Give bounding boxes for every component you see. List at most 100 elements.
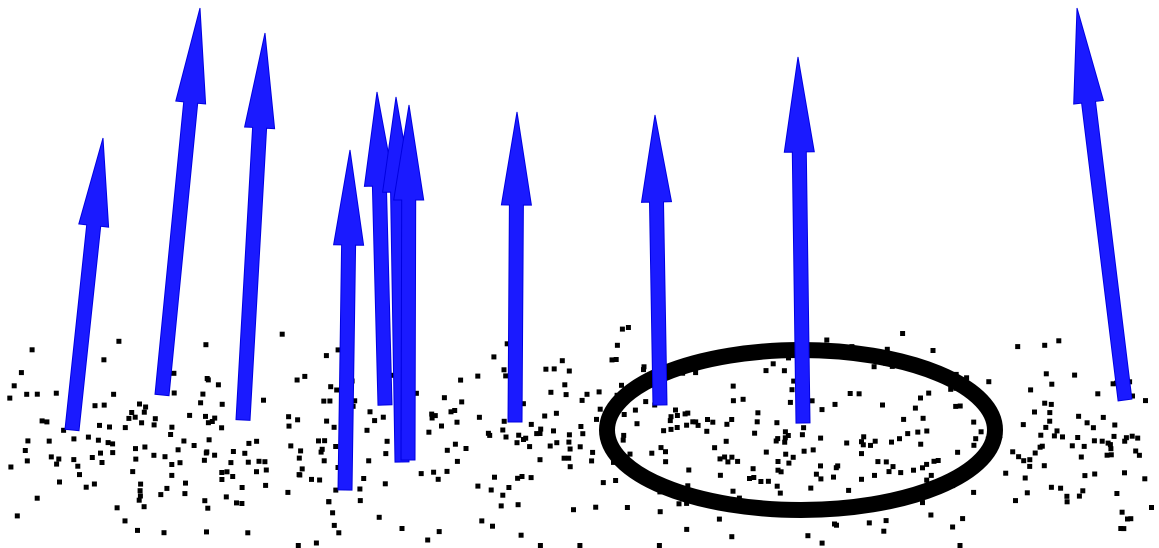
point xyxy=(7,395,13,401)
point xyxy=(61,427,67,433)
point xyxy=(296,455,302,461)
point xyxy=(11,383,17,389)
point xyxy=(142,444,148,450)
arrow xyxy=(1073,7,1133,402)
point xyxy=(8,464,14,470)
point xyxy=(169,424,175,430)
point xyxy=(181,438,187,444)
point xyxy=(200,391,206,397)
point xyxy=(1114,491,1120,496)
point xyxy=(503,373,509,379)
point xyxy=(1130,393,1135,399)
point xyxy=(782,429,788,435)
point xyxy=(1135,435,1141,441)
point xyxy=(758,479,764,484)
point xyxy=(18,370,24,376)
point xyxy=(832,401,838,407)
point xyxy=(71,436,77,442)
point xyxy=(383,451,389,457)
point xyxy=(661,428,667,434)
point xyxy=(765,478,771,484)
point xyxy=(809,398,815,404)
point xyxy=(957,543,963,548)
point xyxy=(143,404,149,410)
point xyxy=(747,476,752,481)
point xyxy=(335,347,341,353)
point xyxy=(215,382,221,388)
point xyxy=(75,463,81,469)
point xyxy=(352,398,358,404)
point xyxy=(330,510,336,516)
point xyxy=(730,488,736,494)
point xyxy=(54,461,60,467)
point xyxy=(77,472,82,478)
point xyxy=(712,445,718,451)
point xyxy=(528,421,534,427)
point xyxy=(139,420,145,426)
point xyxy=(563,392,569,398)
point xyxy=(39,418,45,424)
point xyxy=(775,459,781,464)
point xyxy=(219,477,225,482)
point xyxy=(57,479,62,485)
point xyxy=(168,432,174,437)
point xyxy=(1136,452,1142,458)
point xyxy=(915,429,921,435)
point xyxy=(46,438,52,444)
point xyxy=(239,501,245,506)
point xyxy=(978,429,984,435)
point xyxy=(625,325,631,330)
point xyxy=(454,419,460,425)
point xyxy=(634,421,640,427)
point xyxy=(475,483,481,489)
point xyxy=(384,438,390,444)
point xyxy=(1013,498,1018,504)
point xyxy=(295,417,301,423)
point xyxy=(619,382,624,388)
point xyxy=(846,487,852,493)
point xyxy=(366,458,372,464)
point xyxy=(309,476,314,482)
point xyxy=(567,464,573,470)
point xyxy=(725,459,731,465)
point xyxy=(1032,450,1038,456)
point xyxy=(819,540,825,546)
point xyxy=(399,526,405,531)
point xyxy=(357,498,363,504)
point xyxy=(667,418,673,424)
point xyxy=(426,429,432,435)
point xyxy=(567,446,573,452)
point xyxy=(107,424,112,430)
point xyxy=(504,341,510,347)
point xyxy=(881,528,887,534)
point xyxy=(928,512,934,518)
point xyxy=(137,401,142,407)
point xyxy=(1119,509,1125,515)
point xyxy=(551,428,556,434)
point xyxy=(1047,418,1053,424)
point xyxy=(859,476,864,482)
point xyxy=(323,353,329,359)
point xyxy=(432,413,438,419)
point xyxy=(1024,490,1030,496)
arrow xyxy=(393,104,425,461)
point xyxy=(500,427,506,433)
point xyxy=(219,401,225,407)
point xyxy=(151,422,157,428)
point xyxy=(1043,371,1049,377)
point xyxy=(219,470,225,475)
point xyxy=(298,448,304,454)
point xyxy=(53,390,59,396)
point xyxy=(501,418,507,424)
point xyxy=(1076,413,1082,419)
point xyxy=(515,475,521,481)
point xyxy=(99,460,105,465)
point xyxy=(918,395,923,401)
point xyxy=(56,456,62,462)
point xyxy=(126,415,132,421)
point xyxy=(799,432,805,438)
point xyxy=(256,458,262,464)
point xyxy=(459,399,465,405)
point xyxy=(717,472,723,478)
point xyxy=(663,449,668,455)
